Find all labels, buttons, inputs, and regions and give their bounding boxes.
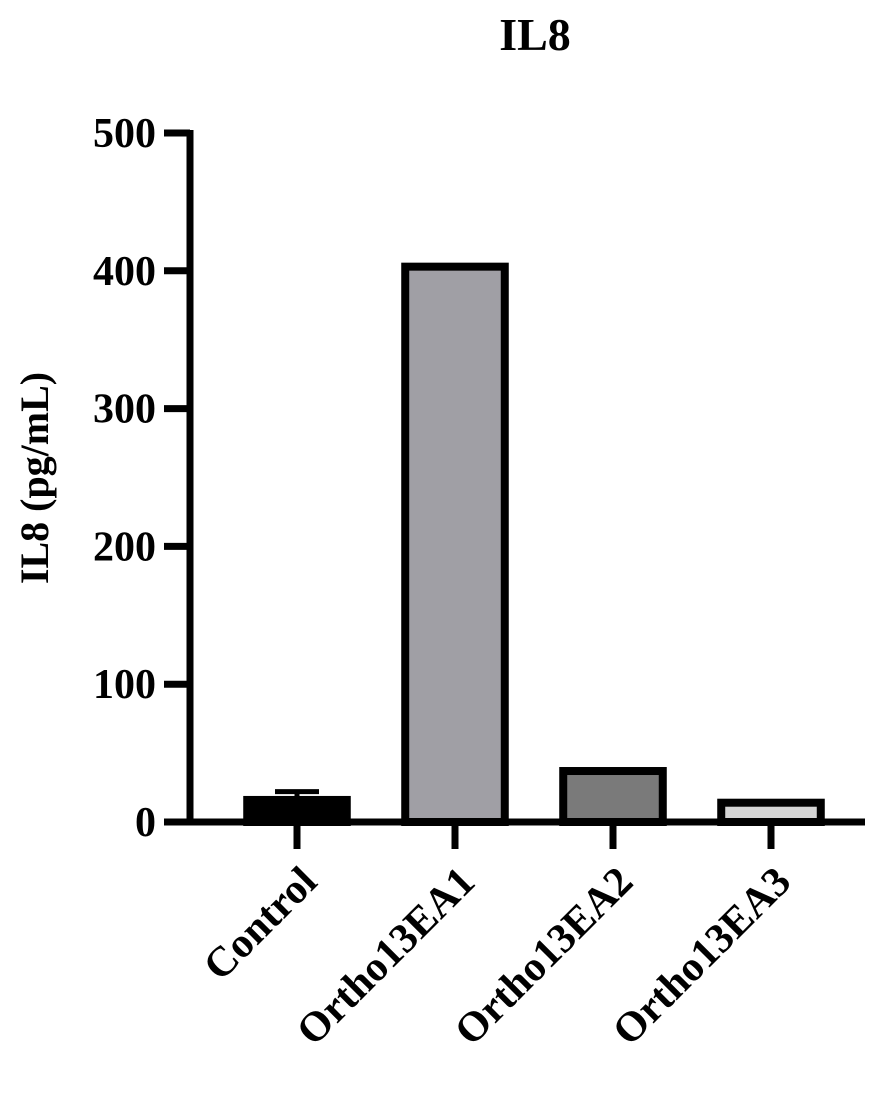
y-tick-label: 0 [135,800,156,846]
bar [401,262,509,826]
y-tick-label: 400 [93,249,156,295]
y-tick-label: 300 [93,387,156,433]
y-axis-label: IL8 (pg/mL) [12,372,57,584]
y-tick-label: 500 [93,111,156,157]
x-tick-label: Control [195,859,326,990]
bar [559,767,667,826]
y-tick-label: 100 [93,662,156,708]
y-tick-label: 200 [93,524,156,570]
chart-title: IL8 [499,9,571,60]
